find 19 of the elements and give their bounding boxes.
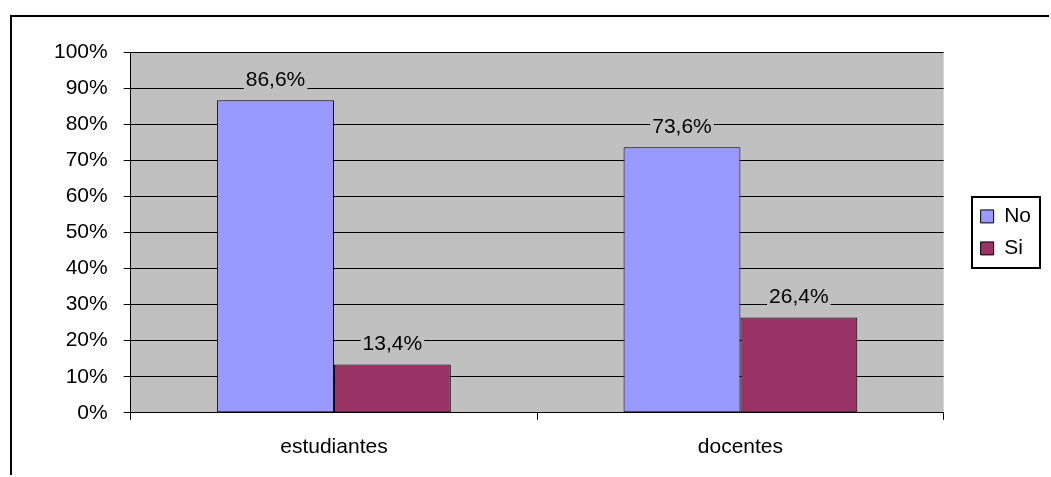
y-tick-label: 100% xyxy=(53,38,108,62)
y-tick-label: 10% xyxy=(65,363,108,387)
y-tick-label: 60% xyxy=(65,183,108,207)
x-tick-label: docentes xyxy=(697,434,784,458)
legend-label: No xyxy=(1004,203,1032,227)
legend-label: Si xyxy=(1004,235,1023,259)
y-tick-label: 20% xyxy=(65,327,108,351)
y-tick-label: 40% xyxy=(65,255,108,279)
data-label: 73,6% xyxy=(652,113,712,137)
data-label: 26,4% xyxy=(769,283,829,307)
y-tick-label: 30% xyxy=(65,291,108,315)
data-label: 86,6% xyxy=(245,66,306,90)
x-tick-label: estudiantes xyxy=(280,434,388,458)
y-tick-label: 80% xyxy=(65,110,108,134)
y-tick-label: 50% xyxy=(65,219,108,243)
y-tick-label: 70% xyxy=(65,147,108,171)
data-label: 13,4% xyxy=(362,330,423,354)
y-tick-label: 0% xyxy=(77,399,108,423)
y-tick-label: 90% xyxy=(65,74,108,98)
